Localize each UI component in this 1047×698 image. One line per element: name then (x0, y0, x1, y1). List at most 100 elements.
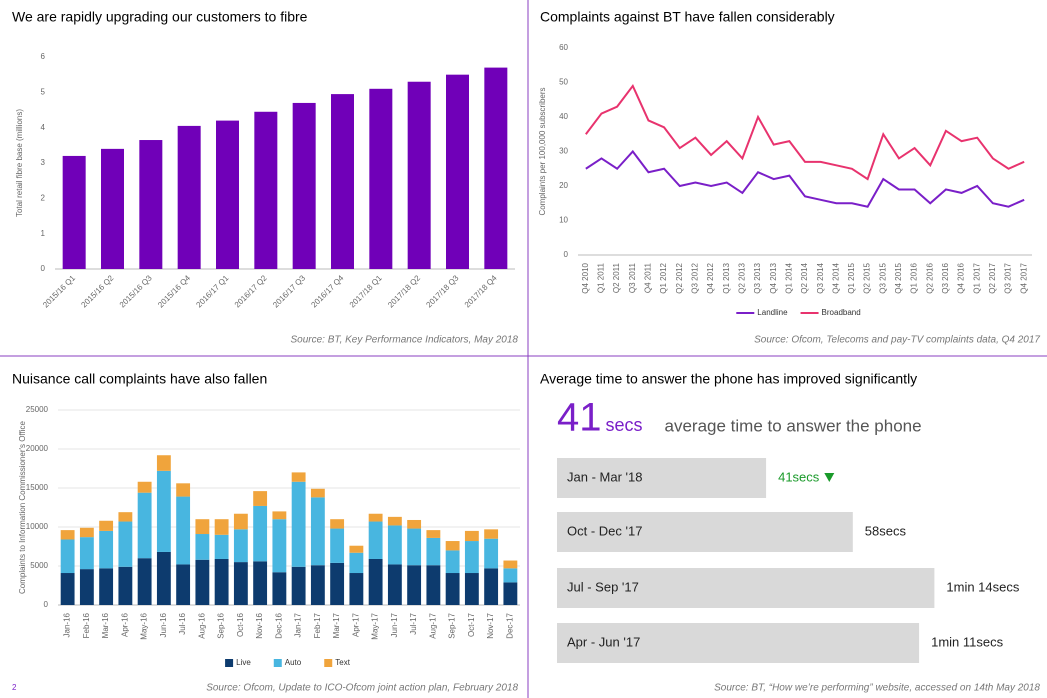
bar-segment (214, 534, 229, 559)
y-tick-label: 2 (41, 193, 46, 202)
bar-segment (426, 537, 441, 566)
page-number: 2 (12, 683, 17, 692)
bar-segment (60, 530, 75, 540)
legend-label: Landline (757, 308, 788, 317)
bar-segment (195, 559, 210, 605)
y-axis-label: Complaints per 100,000 subscribers (538, 87, 547, 215)
bar-segment (330, 562, 345, 605)
legend-label: Auto (285, 658, 302, 667)
x-tick-label: Apr-16 (120, 612, 129, 637)
bar-segment (176, 483, 191, 497)
bar-segment (503, 560, 518, 569)
x-tick-label: Q3 2017 (1004, 262, 1013, 293)
x-tick-label: Q3 2011 (628, 262, 637, 293)
x-tick-label: Q1 2014 (784, 262, 793, 293)
source-note: Source: Ofcom, Telecoms and pay-TV compl… (754, 335, 1040, 346)
y-tick-label: 3 (41, 158, 46, 167)
x-tick-label: Aug-16 (197, 612, 206, 638)
x-tick-label: Mar-16 (101, 612, 110, 638)
bar-segment (291, 481, 306, 567)
x-tick-label: May-16 (140, 612, 149, 639)
legend-label: Live (236, 658, 251, 667)
bar-segment (233, 529, 248, 563)
legend-label: Broadband (822, 308, 861, 317)
legend-swatch (225, 659, 234, 667)
x-tick-label: Q1 2017 (972, 262, 981, 293)
bar-segment (330, 519, 345, 529)
x-tick-label: Apr-17 (351, 612, 360, 637)
bar-segment (310, 488, 325, 498)
x-tick-label: Q2 2012 (675, 262, 684, 293)
x-tick-label: Q2 2013 (737, 262, 746, 293)
legend-swatch (273, 659, 282, 667)
bar-segment (368, 513, 383, 522)
x-tick-label: Q4 2010 (581, 262, 590, 293)
chart-title: Average time to answer the phone has imp… (540, 371, 917, 387)
x-tick-label: Jul-17 (409, 612, 418, 634)
bar-segment (349, 573, 364, 605)
x-tick-label: 2015/16 Q2 (79, 273, 115, 309)
bar-segment (349, 552, 364, 574)
down-arrow (824, 473, 835, 482)
bar-segment (445, 550, 460, 574)
x-tick-label: Feb-16 (82, 612, 91, 638)
x-tick-label: Jun-16 (159, 612, 168, 637)
x-tick-label: 2017/18 Q4 (463, 273, 499, 309)
bar-category: Apr - Jun '17 (567, 634, 640, 649)
x-tick-label: Q3 2012 (691, 262, 700, 293)
bar (369, 88, 393, 269)
bar (292, 102, 316, 269)
x-tick-label: Q2 2015 (863, 262, 872, 293)
bar-segment (79, 527, 94, 538)
x-tick-label: Q4 2013 (769, 262, 778, 293)
bar-segment (387, 525, 402, 565)
value-label: 41secs (778, 469, 820, 484)
bar (557, 623, 920, 663)
x-tick-label: Q1 2013 (722, 262, 731, 293)
x-tick-label: 2016/17 Q3 (271, 273, 307, 309)
headline-unit: secs (606, 415, 643, 435)
line (585, 84, 1025, 181)
x-tick-label: 2015/16 Q1 (41, 273, 77, 309)
bar-segment (484, 568, 499, 605)
y-tick-label: 6 (41, 52, 46, 61)
bar-segment (291, 472, 306, 482)
bar-segment (176, 564, 191, 605)
bar (216, 120, 239, 269)
bar-segment (253, 505, 268, 562)
x-tick-label: Q3 2015 (878, 262, 887, 293)
x-tick-label: 2017/18 Q2 (386, 273, 422, 309)
x-tick-label: Q4 2012 (706, 262, 715, 293)
y-axis-label: Total retail fibre base (millions) (15, 109, 24, 217)
bar (557, 568, 935, 608)
bar-segment (407, 528, 422, 566)
bar-segment (407, 519, 422, 529)
bar (446, 74, 469, 270)
bar-segment (310, 565, 325, 605)
x-tick-label: Feb-17 (313, 612, 322, 638)
bar-segment (464, 573, 479, 605)
bar (101, 148, 124, 269)
bar-segment (233, 513, 248, 530)
bar-segment (272, 519, 287, 573)
bar-segment (60, 573, 75, 605)
x-tick-label: Q2 2017 (988, 262, 997, 293)
x-tick-label: Oct-16 (236, 612, 245, 637)
y-tick-label: 4 (41, 123, 46, 132)
bar-segment (387, 516, 402, 526)
x-tick-label: Q4 2016 (957, 262, 966, 293)
chart-title: We are rapidly upgrading our customers t… (12, 9, 308, 25)
bar-segment (137, 558, 152, 605)
x-tick-label: Q3 2016 (941, 262, 950, 293)
x-tick-label: Jul-16 (178, 612, 187, 634)
y-tick-label: 20000 (26, 444, 49, 453)
bar-segment (176, 496, 191, 565)
x-tick-label: 2016/17 Q2 (233, 273, 269, 309)
bar-segment (137, 492, 152, 559)
x-tick-label: Q1 2012 (659, 262, 668, 293)
bar-segment (484, 538, 499, 569)
bar (407, 81, 431, 269)
bar-category: Jan - Mar '18 (567, 469, 642, 484)
x-tick-label: Sep-17 (448, 612, 457, 638)
bar-segment (137, 481, 152, 493)
